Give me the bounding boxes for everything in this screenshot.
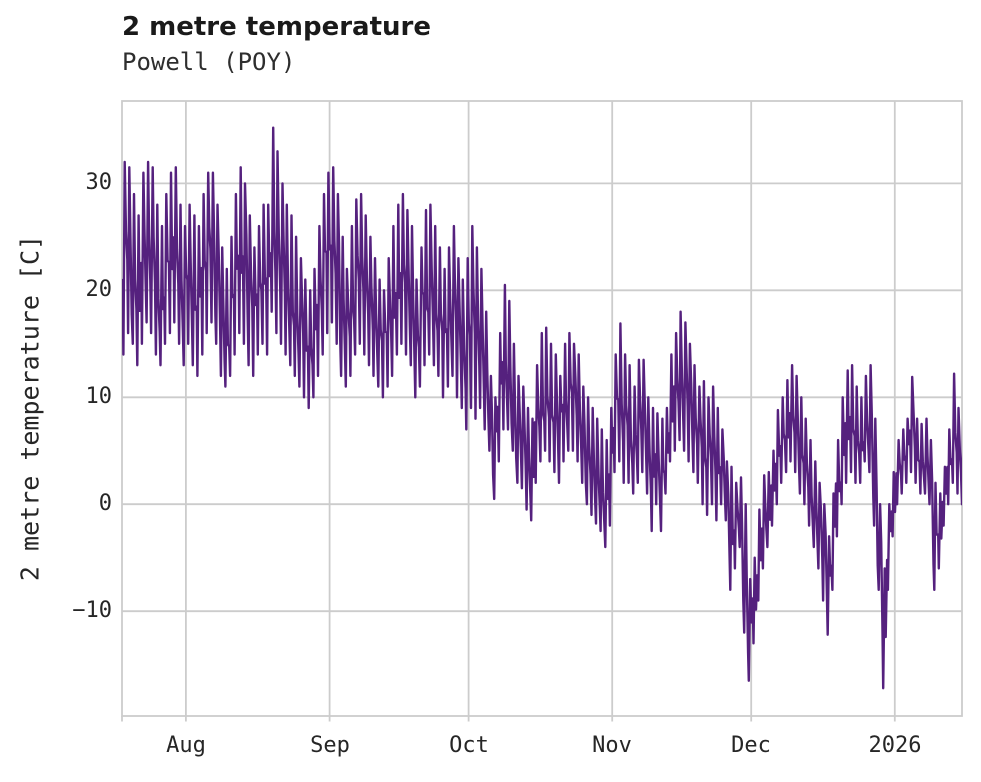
y-axis-tick-label: 0	[98, 491, 112, 516]
plot-border	[121, 100, 963, 717]
y-axis-tick-label: −10	[72, 598, 112, 623]
x-axis-tick-label: Oct	[449, 733, 489, 758]
x-axis-tick-label: Nov	[592, 733, 632, 758]
y-axis-tick-label: 30	[85, 170, 113, 195]
x-axis-tick-label: Dec	[731, 733, 771, 758]
y-axis-tick-label: 20	[85, 277, 113, 302]
x-axis-tick-label: Sep	[310, 733, 350, 758]
chart-title: 2 metre temperature	[122, 12, 431, 42]
temperature-line-series	[122, 126, 962, 690]
x-axis-tick-label: 2026	[868, 733, 922, 758]
chart-subtitle-location: Powell (POY)	[122, 48, 296, 76]
x-axis-tick-label: Aug	[166, 733, 206, 758]
y-axis-tick-label: 10	[85, 384, 113, 409]
